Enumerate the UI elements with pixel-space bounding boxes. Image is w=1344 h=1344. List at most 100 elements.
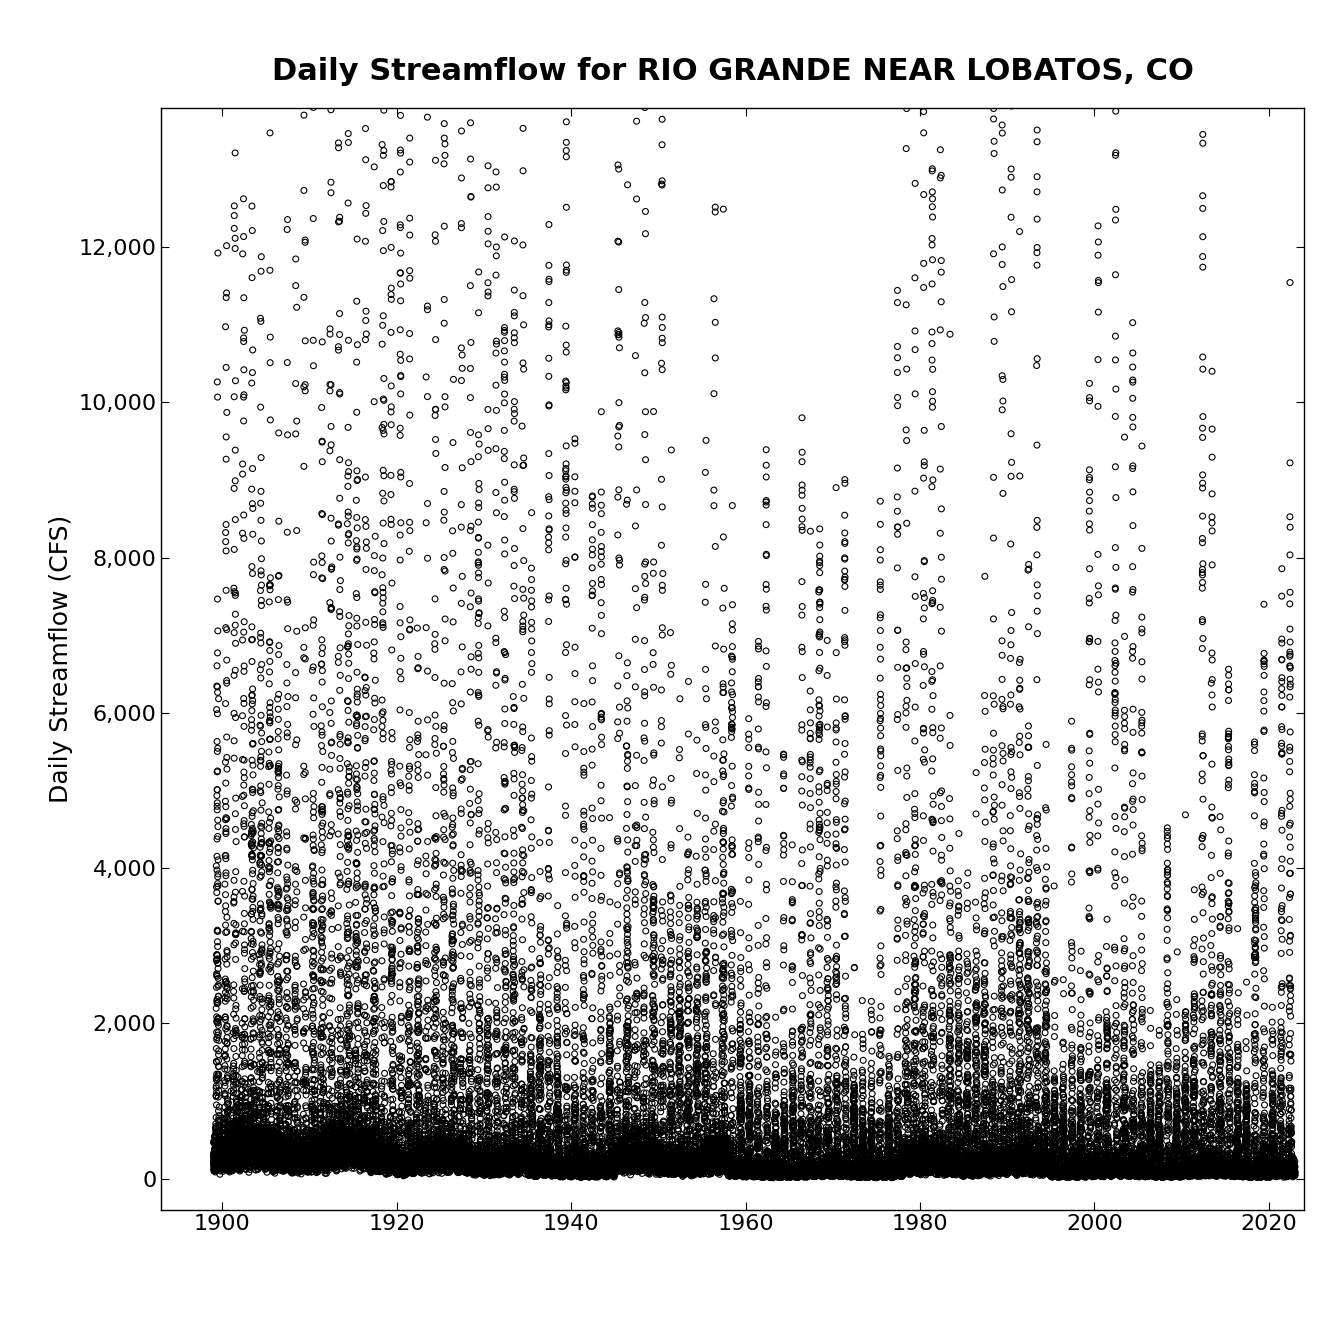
Point	[261, 1144, 282, 1165]
Point	[220, 1145, 242, 1167]
Point	[206, 1141, 227, 1163]
Point	[1269, 1157, 1290, 1179]
Point	[1228, 1165, 1250, 1187]
Point	[813, 1153, 835, 1175]
Point	[290, 1133, 312, 1154]
Point	[857, 1164, 879, 1185]
Point	[507, 1161, 528, 1183]
Point	[962, 1161, 984, 1183]
Point	[652, 1058, 673, 1079]
Point	[484, 1157, 505, 1179]
Point	[742, 1163, 763, 1184]
Point	[308, 1140, 329, 1161]
Point	[896, 1103, 918, 1125]
Point	[524, 1156, 546, 1177]
Point	[370, 1150, 391, 1172]
Point	[808, 1103, 829, 1125]
Point	[398, 1021, 419, 1043]
Point	[579, 1154, 601, 1176]
Point	[1055, 1163, 1077, 1184]
Point	[513, 23, 535, 44]
Point	[524, 1150, 546, 1172]
Point	[986, 1153, 1008, 1175]
Point	[1273, 1159, 1294, 1180]
Point	[711, 1146, 732, 1168]
Point	[301, 1038, 323, 1059]
Point	[257, 1130, 278, 1152]
Point	[1183, 1116, 1204, 1137]
Point	[563, 1144, 585, 1165]
Point	[285, 856, 306, 878]
Point	[1025, 355, 1047, 376]
Point	[823, 1164, 844, 1185]
Point	[653, 1157, 675, 1179]
Point	[696, 957, 718, 978]
Point	[577, 1165, 598, 1187]
Point	[871, 1150, 892, 1172]
Point	[437, 1140, 458, 1161]
Point	[216, 1032, 238, 1054]
Point	[867, 1165, 888, 1187]
Point	[843, 1133, 864, 1154]
Point	[261, 1134, 282, 1156]
Point	[849, 1167, 871, 1188]
Point	[829, 1164, 851, 1185]
Point	[919, 1146, 941, 1168]
Point	[493, 505, 515, 527]
Point	[665, 1150, 687, 1172]
Point	[628, 1133, 649, 1154]
Point	[1281, 1150, 1302, 1172]
Point	[325, 1128, 347, 1149]
Point	[281, 1156, 302, 1177]
Point	[816, 1132, 837, 1153]
Point	[1226, 1132, 1247, 1153]
Point	[806, 1160, 828, 1181]
Point	[991, 1138, 1012, 1160]
Point	[1179, 1161, 1200, 1183]
Point	[1202, 507, 1223, 528]
Point	[234, 968, 255, 989]
Point	[379, 1148, 401, 1169]
Point	[1231, 1164, 1253, 1185]
Point	[820, 1163, 841, 1184]
Point	[366, 1130, 387, 1152]
Point	[927, 1146, 949, 1168]
Point	[657, 1152, 679, 1173]
Point	[203, 1159, 224, 1180]
Point	[1097, 1019, 1118, 1040]
Point	[665, 1157, 687, 1179]
Point	[1246, 1153, 1267, 1175]
Point	[1124, 1157, 1145, 1179]
Point	[566, 1133, 587, 1154]
Point	[840, 1161, 862, 1183]
Point	[1246, 1064, 1267, 1086]
Point	[991, 1047, 1012, 1068]
Point	[730, 922, 751, 943]
Point	[1050, 1160, 1071, 1181]
Point	[298, 1150, 320, 1172]
Point	[352, 1128, 374, 1149]
Point	[784, 1161, 805, 1183]
Point	[564, 1149, 586, 1171]
Point	[981, 1154, 1003, 1176]
Point	[961, 1163, 982, 1184]
Point	[988, 1150, 1009, 1172]
Point	[847, 1164, 868, 1185]
Point	[781, 835, 802, 856]
Point	[219, 1149, 241, 1171]
Point	[620, 1157, 641, 1179]
Point	[802, 1163, 824, 1184]
Point	[1082, 1161, 1103, 1183]
Point	[388, 1107, 410, 1129]
Point	[546, 1055, 567, 1077]
Point	[836, 1138, 857, 1160]
Point	[650, 1059, 672, 1081]
Point	[862, 1097, 883, 1118]
Point	[1169, 1164, 1191, 1185]
Point	[429, 1156, 450, 1177]
Point	[371, 1129, 392, 1150]
Point	[699, 1150, 720, 1172]
Point	[1063, 1160, 1085, 1181]
Point	[741, 1164, 762, 1185]
Point	[1149, 1093, 1171, 1114]
